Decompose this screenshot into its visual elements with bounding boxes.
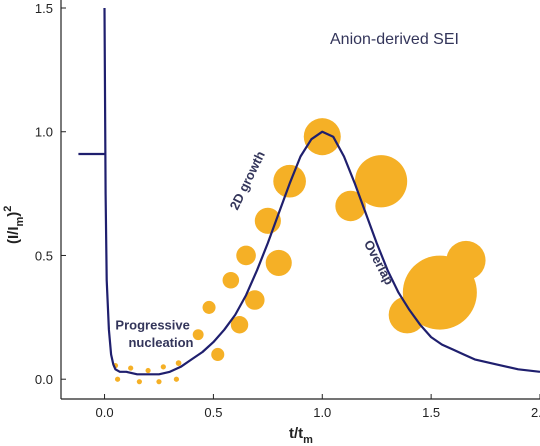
nucleus-circle <box>335 190 366 222</box>
y-tick-label: 1.0 <box>35 125 53 140</box>
annotation-label: 2D growth <box>227 148 268 212</box>
nucleus-circle <box>446 240 486 281</box>
nucleus-circle <box>128 365 134 371</box>
nucleus-circle <box>265 249 292 276</box>
nucleus-circle <box>202 300 216 314</box>
nucleus-circle <box>236 245 256 266</box>
annotation-label: nucleation <box>128 335 193 350</box>
chart-title: Anion-derived SEI <box>330 31 459 48</box>
y-axis-title-sub: m <box>14 217 26 227</box>
y-axis-title: (I/Im)2 <box>2 206 26 244</box>
y-tick-label: 0.0 <box>35 372 53 387</box>
x-tick-label: 1.0 <box>313 405 331 420</box>
annotation-label: Overlap <box>361 237 397 287</box>
x-tick-label: 0.5 <box>204 405 222 420</box>
x-tick-label: 0.0 <box>96 405 114 420</box>
nucleus-circle <box>114 376 121 382</box>
nucleus-circle <box>160 364 166 370</box>
nucleus-circle <box>136 379 142 385</box>
nucleus-circle <box>211 347 225 361</box>
line-layer <box>78 7 540 376</box>
x-tick-label: 2.0 <box>531 405 540 420</box>
nucleus-circle <box>156 379 162 385</box>
nucleus-circle <box>173 376 180 382</box>
y-axis-title-tail: ) <box>5 212 22 217</box>
y-tick-label: 0.5 <box>35 248 53 263</box>
nucleus-circle <box>192 329 204 341</box>
nucleus-circle <box>222 271 240 289</box>
nucleus-circle <box>354 155 408 208</box>
x-axis-title-sub: m <box>303 434 313 446</box>
ticks: 0.0 0.5 1.0 1.5 2.0 0.0 0.5 1.0 1.5 <box>35 1 540 420</box>
nucleus-circle <box>145 367 151 374</box>
nucleus-circle <box>244 290 265 310</box>
transient-curve <box>103 7 540 376</box>
x-tick-label: 1.5 <box>422 405 440 420</box>
annotation-label: Progressive <box>115 318 189 333</box>
x-axis-title: t/tm <box>289 425 313 446</box>
y-axis-title-sup: 2 <box>2 206 14 212</box>
nucleus-circle <box>230 316 249 334</box>
nucleus-circle <box>303 118 341 156</box>
annotations: Progressive nucleation 2D growth Overlap <box>115 148 397 350</box>
y-tick-label: 1.5 <box>35 1 53 16</box>
nucleus-circle <box>175 360 182 366</box>
axes <box>60 0 540 400</box>
x-axis-title-main: t/t <box>289 425 303 442</box>
y-axis-title-main: (I/I <box>5 227 22 245</box>
